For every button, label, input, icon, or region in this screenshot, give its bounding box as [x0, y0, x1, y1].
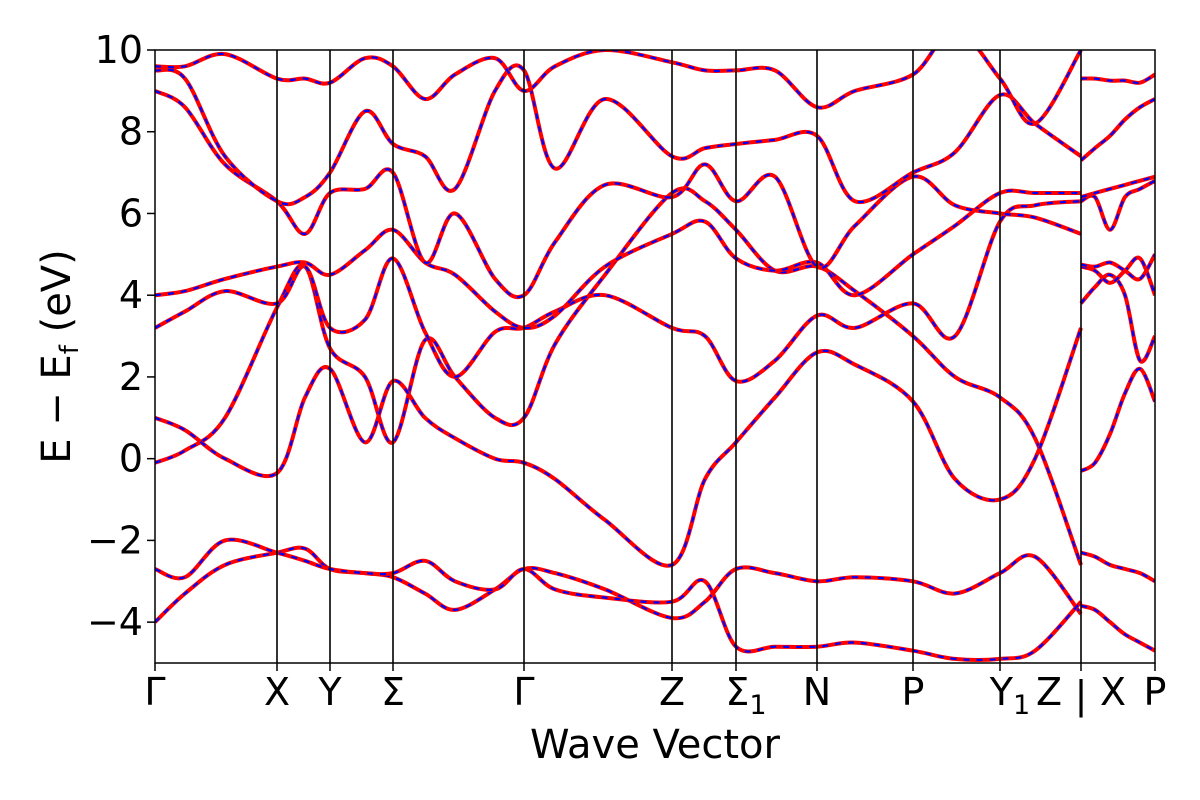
kpoint-label-0: Γ: [144, 670, 165, 714]
y-axis-title-main: E − E: [34, 354, 80, 464]
band-lines: [155, 50, 1155, 662]
y-tick-label: −2: [87, 518, 143, 562]
y-axis-ticks: −4 −2 0 2 4 6 8 10: [87, 28, 155, 644]
kpath-break-label: |: [1075, 673, 1088, 718]
band-line-overlay-16: [1080, 175, 1155, 199]
band-line-12: [1079, 272, 1155, 364]
y-tick-label: 2: [119, 355, 143, 399]
kpoint-label-4: Γ: [513, 670, 534, 714]
band-line-overlay-2: [155, 187, 1083, 566]
kpoint-label-8: P: [902, 670, 925, 714]
band-line-overlay-10: [1080, 604, 1155, 652]
band-line-overlay-1: [155, 538, 1082, 662]
band-line-overlay-12: [1080, 273, 1155, 363]
kpoint-label-5: Z: [659, 670, 685, 714]
band-line-overlay-13: [1080, 256, 1155, 296]
band-line-11: [1080, 366, 1155, 473]
kpoint-label-2: Y: [317, 670, 342, 714]
band-line-overlay-0: [155, 546, 1082, 623]
band-line-17: [1080, 72, 1155, 85]
y-axis-title-sub: f: [55, 344, 85, 354]
y-tick-label: −4: [87, 600, 143, 644]
kpoint-label-break-next: X: [1100, 670, 1126, 714]
x-axis-title: Wave Vector: [530, 722, 781, 768]
kpoint-label-6: Σ1: [725, 670, 766, 721]
band-line-overlay-7: [155, 64, 1082, 206]
x-axis-kpath-labels: Γ X Y Σ Γ Z Σ1 N P Y1 PZ | X: [144, 663, 1166, 721]
y-tick-label: 4: [119, 273, 143, 317]
band-line-overlay-11: [1080, 367, 1155, 472]
band-line-4: [155, 199, 1082, 384]
y-axis-title: E − Ef (eV): [34, 249, 85, 464]
y-axis-title-unit: (eV): [34, 249, 80, 345]
band-line-overlay-5: [155, 189, 1081, 330]
y-tick-label: 0: [119, 437, 143, 481]
band-line-overlay-18: [1080, 98, 1155, 162]
y-tick-label: 6: [119, 191, 143, 235]
band-line-2: [155, 186, 1083, 566]
kpoint-label-1: X: [264, 670, 290, 714]
kpoint-label-10: Z: [1036, 670, 1062, 714]
band-line-overlay-8: [155, 50, 1082, 125]
kpoint-label-11: P: [1144, 670, 1167, 714]
band-line-8: [155, 50, 1083, 126]
plot-frame: [154, 49, 1156, 664]
y-tick-label: 10: [95, 28, 143, 72]
band-line-overlay-14: [1080, 253, 1155, 281]
band-line-overlay-9: [1080, 551, 1155, 583]
kpoint-label-3: Σ: [381, 670, 405, 714]
band-line-6: [155, 89, 1082, 300]
y-tick-label: 8: [119, 110, 143, 154]
kpoint-label-9: Y1: [989, 670, 1030, 721]
band-line-overlay-3: [155, 327, 1083, 567]
band-line-overlay-4: [155, 200, 1082, 383]
kpoint-separators: [276, 50, 1082, 663]
band-line-overlay-15: [1080, 179, 1155, 231]
kpoint-label-7: N: [803, 670, 831, 714]
